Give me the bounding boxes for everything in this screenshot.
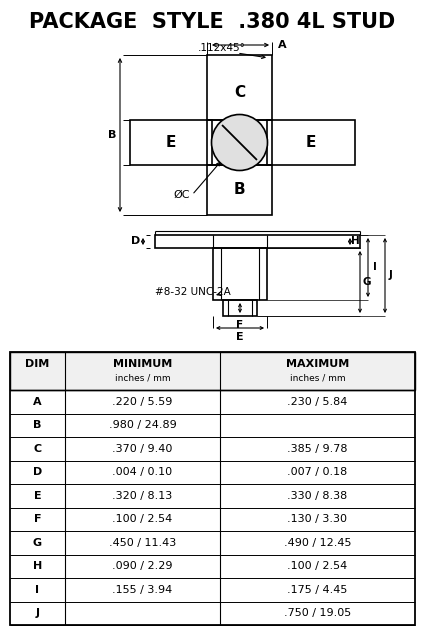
Text: MINIMUM: MINIMUM — [113, 359, 172, 369]
Text: I: I — [36, 585, 40, 595]
Text: I: I — [373, 262, 377, 273]
Text: .007 / 0.18: .007 / 0.18 — [287, 467, 348, 477]
Bar — [223, 300, 257, 316]
Text: .100 / 2.54: .100 / 2.54 — [112, 514, 173, 524]
Text: .230 / 5.84: .230 / 5.84 — [287, 397, 348, 407]
Text: E: E — [236, 332, 244, 342]
Text: E: E — [306, 135, 316, 150]
Text: .220 / 5.59: .220 / 5.59 — [112, 397, 173, 407]
Text: .090 / 2.29: .090 / 2.29 — [112, 561, 173, 571]
Text: E: E — [166, 135, 176, 150]
Text: G: G — [363, 277, 371, 287]
Bar — [207, 165, 272, 215]
Bar — [10, 352, 415, 390]
Text: B: B — [33, 420, 42, 430]
Text: B: B — [234, 182, 245, 198]
Text: H: H — [351, 237, 360, 247]
Text: .330 / 8.38: .330 / 8.38 — [287, 491, 348, 501]
Text: .490 / 12.45: .490 / 12.45 — [284, 538, 351, 548]
Text: .750 / 19.05: .750 / 19.05 — [284, 608, 351, 618]
Text: D: D — [131, 237, 141, 247]
Text: .112x45°: .112x45° — [198, 43, 246, 53]
Text: inches / mm: inches / mm — [115, 374, 170, 382]
Bar — [10, 352, 415, 625]
Text: J: J — [389, 271, 393, 281]
Text: D: D — [33, 467, 42, 477]
Text: .980 / 24.89: .980 / 24.89 — [109, 420, 176, 430]
Text: DIM: DIM — [26, 359, 50, 369]
Text: A: A — [278, 40, 286, 50]
Text: G: G — [33, 538, 42, 548]
Text: MAXIMUM: MAXIMUM — [286, 359, 349, 369]
Text: C: C — [234, 85, 245, 100]
Text: .370 / 9.40: .370 / 9.40 — [112, 444, 173, 454]
Text: .385 / 9.78: .385 / 9.78 — [287, 444, 348, 454]
Text: F: F — [236, 320, 244, 330]
Text: PACKAGE  STYLE  .380 4L STUD: PACKAGE STYLE .380 4L STUD — [29, 12, 395, 32]
Text: .155 / 3.94: .155 / 3.94 — [112, 585, 173, 595]
Bar — [213, 248, 267, 300]
Text: .450 / 11.43: .450 / 11.43 — [109, 538, 176, 548]
Text: A: A — [33, 397, 42, 407]
Bar — [130, 120, 212, 165]
Circle shape — [212, 114, 267, 170]
Text: H: H — [33, 561, 42, 571]
Text: .004 / 0.10: .004 / 0.10 — [113, 467, 173, 477]
Text: B: B — [108, 130, 116, 140]
Bar — [155, 235, 360, 248]
Text: J: J — [36, 608, 40, 618]
Text: .130 / 3.30: .130 / 3.30 — [287, 514, 348, 524]
Text: .320 / 8.13: .320 / 8.13 — [112, 491, 173, 501]
Text: F: F — [34, 514, 41, 524]
Bar — [207, 55, 272, 120]
Text: E: E — [34, 491, 41, 501]
Bar — [207, 120, 272, 165]
Bar — [267, 120, 355, 165]
Text: .100 / 2.54: .100 / 2.54 — [287, 561, 348, 571]
Text: ØC: ØC — [173, 190, 190, 200]
Text: inches / mm: inches / mm — [290, 374, 345, 382]
Text: C: C — [34, 444, 42, 454]
Text: .175 / 4.45: .175 / 4.45 — [287, 585, 348, 595]
Text: #8-32 UNC-2A: #8-32 UNC-2A — [155, 287, 231, 297]
